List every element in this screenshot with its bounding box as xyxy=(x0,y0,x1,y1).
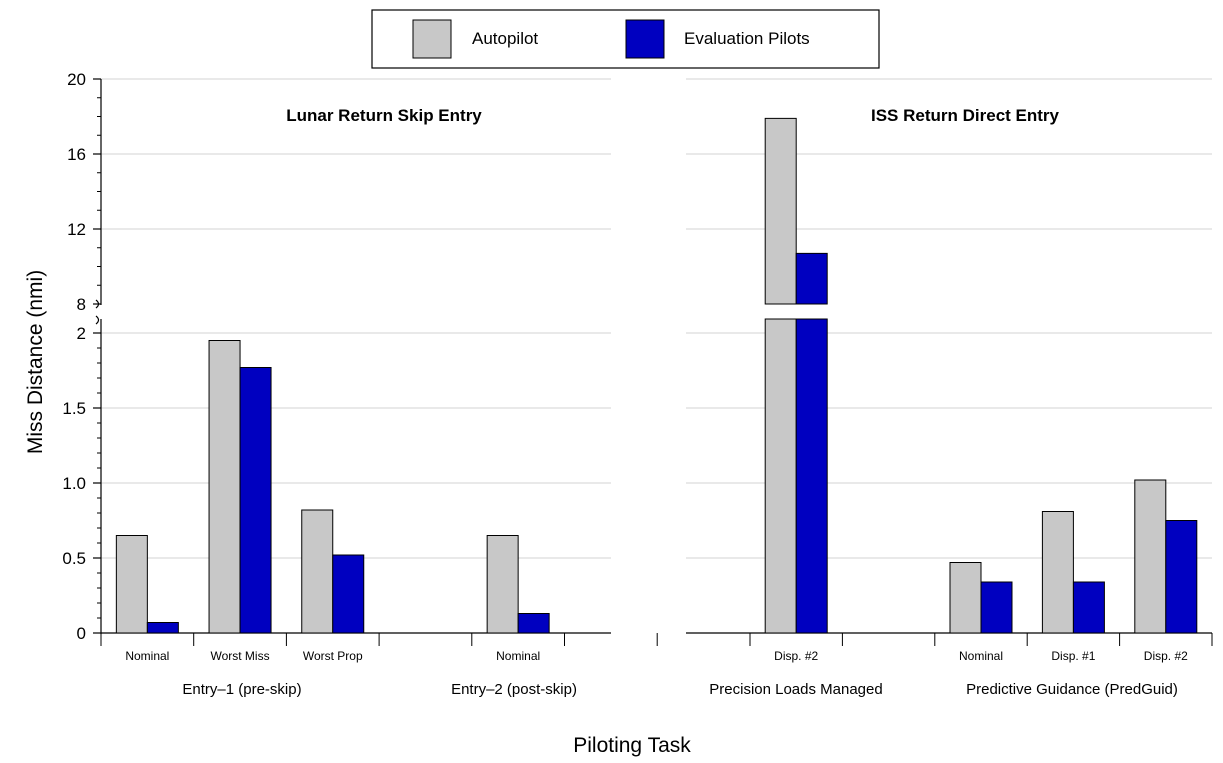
y-tick-label: 0 xyxy=(77,624,86,643)
legend-label-autopilot: Autopilot xyxy=(472,29,538,48)
group-label-entry-2: Entry–2 (post-skip) xyxy=(451,681,577,698)
x-category-label: Worst Prop xyxy=(303,649,363,663)
bar-autopilot xyxy=(301,509,334,634)
bar-evaluation-pilots xyxy=(1072,581,1105,634)
x-axis-label: Piloting Task xyxy=(573,734,691,757)
x-category-label: Disp. #1 xyxy=(1051,649,1095,663)
group-label-predguid: Predictive Guidance (PredGuid) xyxy=(966,681,1178,698)
y-tick-label: 2 xyxy=(77,324,86,343)
y-tick-label: 1.0 xyxy=(62,474,86,493)
legend-label-evaluation-pilots: Evaluation Pilots xyxy=(684,29,810,48)
bar-evaluation-pilots xyxy=(795,318,828,634)
bar-autopilot xyxy=(1134,479,1167,634)
bar-autopilot xyxy=(949,562,982,634)
panel-title-iss: ISS Return Direct Entry xyxy=(871,106,1060,125)
legend-swatch-evaluation-pilots xyxy=(625,19,665,59)
group-label-precision-loads: Precision Loads Managed xyxy=(709,681,882,698)
bar-evaluation-pilots xyxy=(1165,520,1198,634)
y-tick-label: 12 xyxy=(67,220,86,239)
legend: Autopilot Evaluation Pilots xyxy=(371,9,880,69)
x-category-label: Nominal xyxy=(125,649,169,663)
y-tick-label: 8 xyxy=(77,295,86,314)
x-category-label: Worst Miss xyxy=(210,649,269,663)
panel-title-lunar: Lunar Return Skip Entry xyxy=(286,106,482,125)
bar-evaluation-pilots xyxy=(239,367,272,634)
bar-autopilot xyxy=(764,117,797,305)
bar-evaluation-pilots xyxy=(980,581,1013,634)
bar-autopilot xyxy=(764,318,797,634)
bar-autopilot xyxy=(1041,511,1074,634)
bar-autopilot xyxy=(486,535,519,634)
x-category-label: Nominal xyxy=(959,649,1003,663)
y-axis-label: Miss Distance (nmi) xyxy=(24,270,47,454)
bar-evaluation-pilots xyxy=(332,554,365,634)
bar-evaluation-pilots xyxy=(795,252,828,305)
y-tick-label: 0.5 xyxy=(62,549,86,568)
group-label-entry-1: Entry–1 (pre-skip) xyxy=(182,681,301,698)
x-category-label: Nominal xyxy=(496,649,540,663)
y-tick-label: 20 xyxy=(67,70,86,89)
y-ticks: 0 0.5 1.0 1.5 2 8 12 16 20 xyxy=(62,70,101,643)
y-tick-label: 1.5 xyxy=(62,399,86,418)
y-tick-label: 16 xyxy=(67,145,86,164)
bars xyxy=(115,117,1198,634)
bar-autopilot xyxy=(208,340,241,634)
bar-autopilot xyxy=(115,535,148,634)
bar-evaluation-pilots xyxy=(517,613,550,634)
legend-swatch-autopilot xyxy=(412,19,452,59)
x-category-labels: Nominal Worst Miss Worst Prop Nominal Disp. … xyxy=(100,633,1213,663)
x-category-label: Disp. #2 xyxy=(774,649,818,663)
x-category-label: Disp. #2 xyxy=(1144,649,1188,663)
bar-evaluation-pilots xyxy=(146,622,179,634)
